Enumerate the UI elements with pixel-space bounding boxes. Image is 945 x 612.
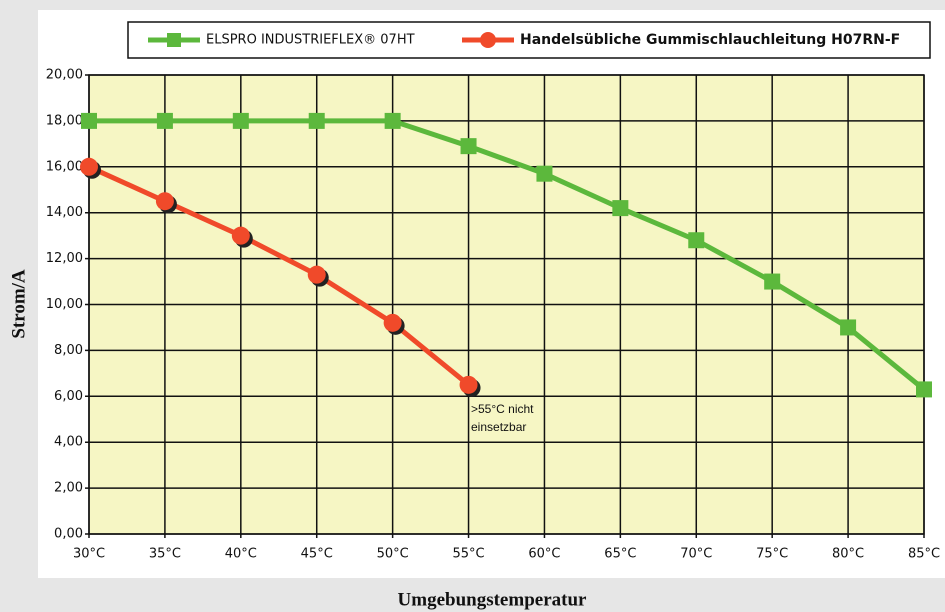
x-tick-label: 60°C: [528, 547, 560, 562]
series-line: [89, 118, 926, 392]
y-tick-label: 0,00: [54, 527, 83, 542]
marker: [231, 226, 250, 245]
y-axis-label: Strom/A: [8, 269, 29, 339]
legend-label: ELSPRO INDUSTRIEFLEX® 07HT: [206, 33, 415, 48]
marker: [81, 112, 97, 129]
legend-label: Handelsübliche Gummischlauchleitung H07R…: [520, 32, 900, 48]
marker: [612, 200, 629, 217]
y-tick-label: 6,00: [54, 389, 83, 404]
marker: [156, 112, 173, 129]
y-tick-label: 8,00: [54, 343, 83, 358]
marker: [764, 273, 781, 290]
marker: [384, 112, 401, 129]
marker: [688, 232, 705, 249]
x-axis-label: Umgebungstemperatur: [398, 589, 587, 610]
marker: [916, 381, 932, 398]
x-tick-label: 55°C: [452, 547, 484, 562]
x-tick-label: 30°C: [73, 547, 105, 562]
x-tick-label: 70°C: [680, 547, 712, 562]
y-tick-label: 4,00: [54, 435, 83, 450]
y-tick-label: 20,00: [46, 68, 83, 83]
legend-box: [127, 21, 931, 59]
y-tick-label: 2,00: [54, 481, 83, 496]
y-tick-label: 16,00: [46, 159, 83, 174]
marker: [155, 192, 174, 211]
x-tick-label: 85°C: [908, 547, 940, 562]
marker: [840, 319, 857, 336]
plot-border: [88, 74, 925, 535]
x-tick-label: 40°C: [225, 547, 257, 562]
y-tick-label: 14,00: [46, 205, 83, 220]
marker: [307, 265, 326, 284]
marker: [460, 138, 477, 155]
marker: [308, 112, 325, 129]
marker: [232, 112, 249, 129]
marker: [80, 157, 98, 176]
y-tick-label: 10,00: [46, 297, 83, 312]
x-tick-label: 65°C: [604, 547, 636, 562]
marker: [536, 165, 553, 182]
x-tick-label: 80°C: [832, 547, 864, 562]
annotation: einsetzbar: [471, 420, 526, 434]
legend-marker: [167, 33, 181, 47]
series-line: [87, 164, 471, 387]
x-tick-label: 75°C: [756, 547, 788, 562]
legend-marker: [480, 32, 496, 48]
x-tick-label: 45°C: [301, 547, 333, 562]
x-tick-label: 50°C: [377, 547, 409, 562]
annotation: >55°C nicht: [471, 402, 534, 416]
x-tick-label: 35°C: [149, 547, 181, 562]
y-tick-label: 18,00: [46, 113, 83, 128]
marker: [383, 313, 402, 332]
y-tick-label: 12,00: [46, 251, 83, 266]
marker: [459, 375, 478, 394]
